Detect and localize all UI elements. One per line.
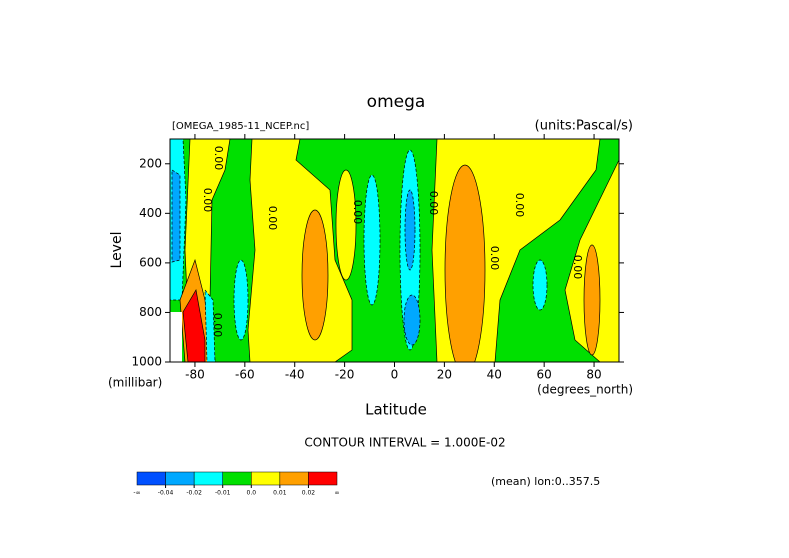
chart-title: omega <box>367 92 426 112</box>
x-axis-title: Latitude <box>365 401 427 419</box>
colorbar-label: -0.02 <box>186 490 202 497</box>
colorbar-label: 0.0 <box>247 490 257 497</box>
y-tick-label: 600 <box>139 255 162 269</box>
colorbar-swatch <box>193 471 223 486</box>
colorbar-label: -∞ <box>133 490 140 497</box>
contour-region <box>301 209 329 341</box>
x-tick-label: 0 <box>391 368 399 382</box>
x-tick-label: -80 <box>185 368 205 382</box>
subtitle: [OMEGA_1985-11_NCEP.nc] <box>172 121 309 132</box>
contour-interval: CONTOUR INTERVAL = 1.000E-02 <box>304 436 505 450</box>
contour-region <box>233 259 249 341</box>
footnote: (mean) lon:0..357.5 <box>491 475 600 488</box>
contour-region <box>444 164 486 362</box>
x-tick-label: -60 <box>235 368 255 382</box>
contour-label: 0.00 <box>212 146 225 171</box>
contour-region <box>583 244 601 356</box>
contour-label: 0.00 <box>513 193 526 218</box>
contour-label: 0.00 <box>427 191 440 216</box>
contour-label: 0.00 <box>211 313 224 338</box>
contour-region <box>403 294 421 346</box>
colorbar-label: 0.02 <box>302 490 316 497</box>
contour-region <box>182 289 206 362</box>
colorbar-swatch <box>279 471 309 486</box>
contour-label: 0.00 <box>266 206 279 231</box>
contour-label: 0.00 <box>351 200 364 225</box>
x-tick-label: -20 <box>335 368 355 382</box>
contour-field <box>170 139 619 362</box>
contour-region <box>532 259 548 311</box>
units: (units:Pascal/s) <box>535 119 633 134</box>
x-tick-label: 80 <box>586 368 601 382</box>
colorbar-label: ∞ <box>335 490 340 497</box>
colorbar-swatch <box>136 471 166 486</box>
y-axis-units: (millibar) <box>108 376 162 390</box>
colorbar-label: -0.01 <box>215 490 231 497</box>
colorbar-swatch <box>251 471 281 486</box>
y-tick-label: 800 <box>139 305 162 319</box>
x-tick-label: 20 <box>437 368 452 382</box>
colorbar-swatch <box>222 471 252 486</box>
x-tick-label: 40 <box>487 368 502 382</box>
contour-region <box>335 169 357 281</box>
y-axis-title: Level <box>109 232 125 269</box>
contour-label: 0.00 <box>571 255 584 280</box>
colorbar-swatch <box>308 471 338 486</box>
contour-region <box>204 288 216 362</box>
y-tick-label: 1000 <box>131 355 162 369</box>
colorbar-label: 0.01 <box>273 490 287 497</box>
x-tick-label: -40 <box>285 368 305 382</box>
colorbar-swatch <box>165 471 195 486</box>
x-axis-units: (degrees_north) <box>537 383 633 397</box>
contour-region <box>171 169 181 263</box>
x-tick-label: 60 <box>537 368 552 382</box>
contour-region <box>363 174 381 306</box>
y-tick-label: 400 <box>139 206 162 220</box>
contour-region <box>170 312 182 362</box>
contour-label: 0.00 <box>488 246 501 271</box>
contour-region <box>404 189 416 271</box>
colorbar-label: -0.04 <box>158 490 174 497</box>
y-tick-label: 200 <box>139 156 162 170</box>
contour-label: 0.00 <box>201 188 214 213</box>
